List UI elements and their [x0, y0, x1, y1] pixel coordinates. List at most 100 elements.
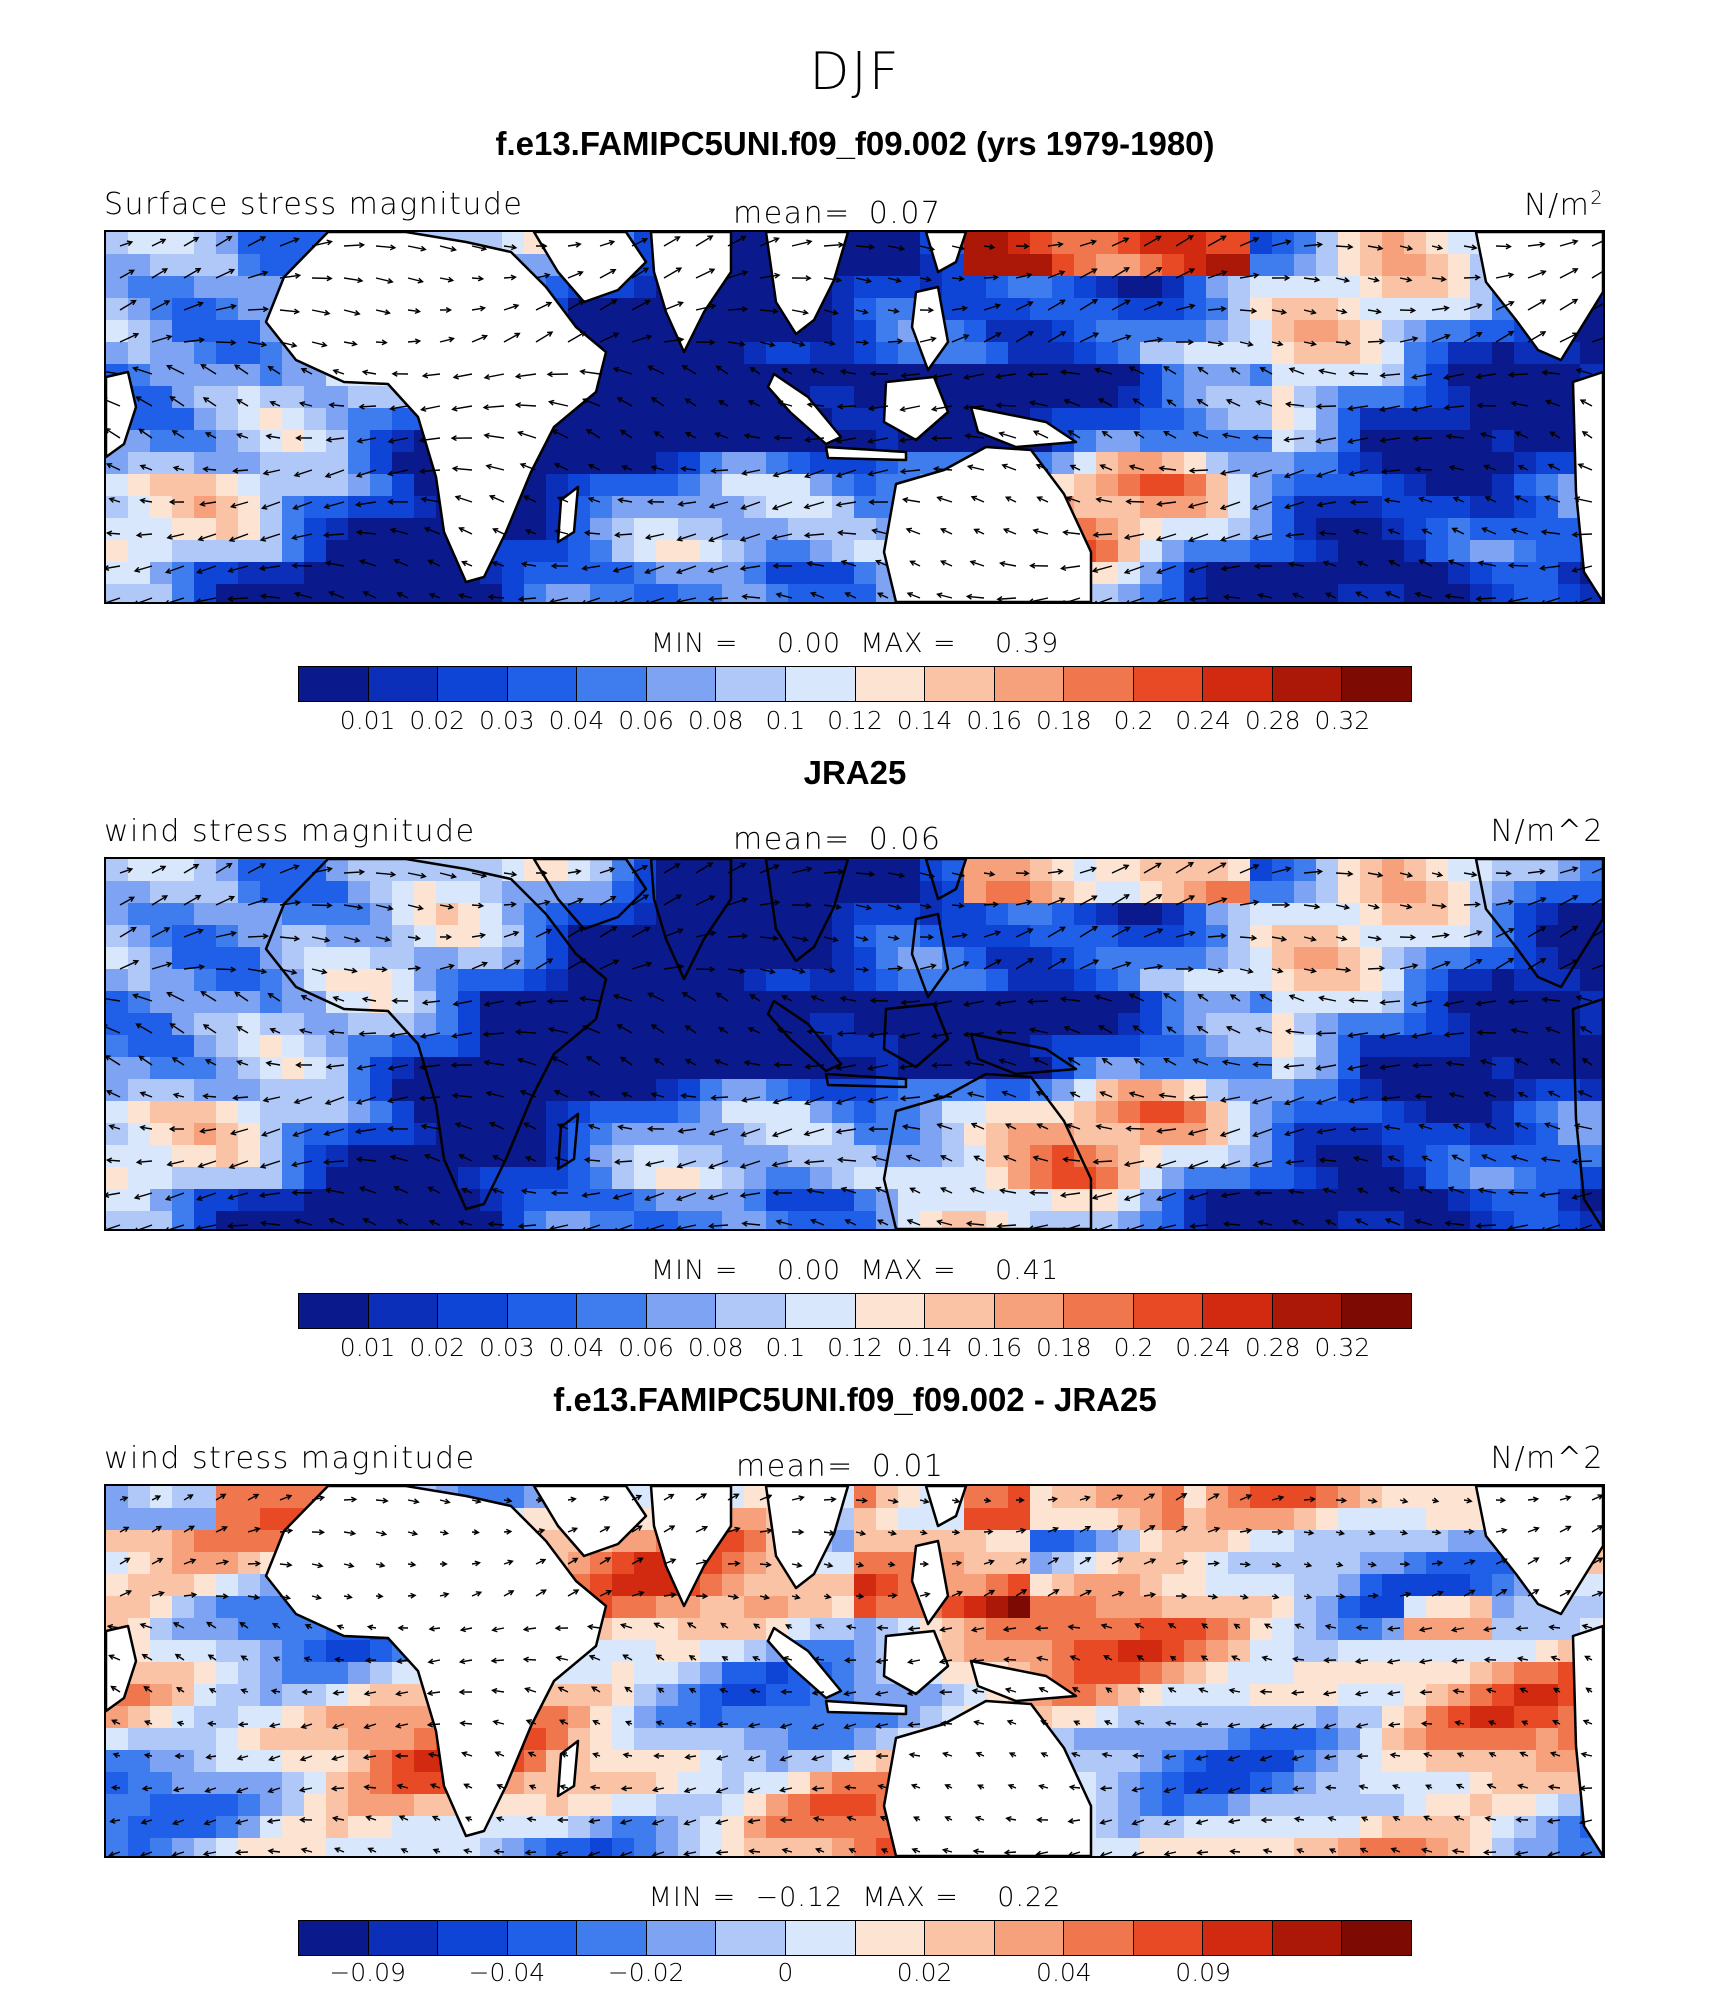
colorbar-swatch	[716, 667, 786, 701]
panel-1-variable-label: Surface stress magnitude	[104, 187, 523, 222]
panel-3-min-value: −0.12	[755, 1882, 843, 1913]
colorbar-tick-label: 0.04	[549, 706, 605, 735]
season-title: DJF	[0, 42, 1710, 102]
colorbar-swatch	[786, 1294, 856, 1328]
panel-3-max-label: MAX =	[862, 1882, 958, 1913]
panel-3-mean-label: mean=	[736, 1449, 854, 1484]
colorbar-tick-label: 0.2	[1114, 706, 1154, 735]
colorbar-swatch	[856, 1294, 926, 1328]
colorbar-tick-label: 0.14	[897, 706, 953, 735]
colorbar-tick-label: 0.32	[1315, 1333, 1371, 1362]
panel-3-map	[104, 1484, 1605, 1858]
panel-3-mean: mean= 0.01	[736, 1449, 963, 1484]
colorbar-swatch	[369, 667, 439, 701]
colorbar-tick-label: 0.03	[479, 1333, 535, 1362]
colorbar-swatch	[856, 667, 926, 701]
panel-3-minmax: MIN = −0.12 MAX = 0.22	[0, 1882, 1710, 1913]
panel-1-colorbar	[298, 666, 1412, 702]
colorbar-swatch	[508, 1294, 578, 1328]
colorbar-tick-label: 0.28	[1245, 1333, 1301, 1362]
colorbar-swatch	[1342, 1921, 1411, 1955]
colorbar-tick-label: 0.08	[688, 706, 744, 735]
colorbar-swatch	[1342, 1294, 1411, 1328]
colorbar-swatch	[1342, 667, 1411, 701]
panel-3-variable-label: wind stress magnitude	[104, 1441, 476, 1476]
colorbar-tick-label: 0.16	[966, 1333, 1022, 1362]
colorbar-tick-label: 0.2	[1114, 1333, 1154, 1362]
panel-2-map-plot	[106, 859, 1603, 1229]
colorbar-tick-label: 0.1	[765, 706, 805, 735]
panel-3-min-label: MIN =	[649, 1882, 737, 1913]
colorbar-swatch	[577, 1921, 647, 1955]
colorbar-tick-label: 0.1	[765, 1333, 805, 1362]
colorbar-swatch	[1064, 1294, 1134, 1328]
colorbar-swatch	[1064, 667, 1134, 701]
colorbar-tick-label: 0.02	[897, 1958, 953, 1987]
colorbar-swatch	[925, 667, 995, 701]
panel-2-minmax: MIN = 0.00 MAX = 0.41	[0, 1255, 1710, 1286]
panel-1-units: N/m2	[1524, 187, 1604, 223]
panel-2-mean: mean=0.06	[733, 822, 960, 857]
panel-1-units-sup: 2	[1590, 187, 1604, 209]
stress-field	[106, 859, 1603, 1229]
panel-3-colorbar	[298, 1920, 1412, 1956]
panel-1-mean: mean=0.07	[733, 196, 960, 231]
panel-2-variable-label: wind stress magnitude	[104, 814, 476, 849]
colorbar-swatch	[438, 1294, 508, 1328]
colorbar-swatch	[508, 1921, 578, 1955]
colorbar-swatch	[856, 1921, 926, 1955]
panel-2-max-value: 0.41	[995, 1255, 1059, 1286]
colorbar-swatch	[647, 1921, 717, 1955]
panel-1-mean-label: mean=	[733, 196, 851, 231]
panel-2-max-label: MAX =	[860, 1255, 956, 1286]
colorbar-swatch	[995, 1921, 1065, 1955]
colorbar-swatch	[299, 667, 369, 701]
colorbar-swatch	[1134, 1921, 1204, 1955]
panel-3-mean-value: 0.01	[872, 1449, 945, 1484]
panel-2-mean-label: mean=	[733, 822, 851, 857]
colorbar-tick-label: 0.24	[1175, 1333, 1231, 1362]
panel-3-max-value: 0.22	[997, 1882, 1061, 1913]
colorbar-tick-label: 0.02	[409, 706, 465, 735]
colorbar-swatch	[577, 1294, 647, 1328]
colorbar-tick-label: 0.12	[827, 706, 883, 735]
panel-3-title: f.e13.FAMIPC5UNI.f09_f09.002 - JRA25	[0, 1381, 1710, 1419]
colorbar-swatch	[1064, 1921, 1134, 1955]
colorbar-swatch	[925, 1921, 995, 1955]
colorbar-swatch	[438, 667, 508, 701]
colorbar-swatch	[1203, 1921, 1273, 1955]
panel-3-map-plot	[106, 1486, 1603, 1856]
colorbar-swatch	[1134, 1294, 1204, 1328]
colorbar-swatch	[1273, 1921, 1343, 1955]
colorbar-swatch	[786, 1921, 856, 1955]
colorbar-swatch	[995, 1294, 1065, 1328]
colorbar-swatch	[299, 1921, 369, 1955]
colorbar-swatch	[1273, 1294, 1343, 1328]
panel-2-min-label: MIN =	[651, 1255, 739, 1286]
colorbar-tick-label: 0.01	[340, 706, 396, 735]
panel-1-map	[104, 230, 1605, 604]
colorbar-tick-label: 0.32	[1315, 706, 1371, 735]
colorbar-tick-label: 0.06	[618, 706, 674, 735]
colorbar-tick-label: −0.02	[608, 1958, 685, 1987]
colorbar-swatch	[577, 667, 647, 701]
colorbar-swatch	[508, 667, 578, 701]
colorbar-tick-label: 0.14	[897, 1333, 953, 1362]
colorbar-swatch	[716, 1294, 786, 1328]
colorbar-swatch	[995, 667, 1065, 701]
panel-2-colorbar	[298, 1293, 1412, 1329]
colorbar-swatch	[299, 1294, 369, 1328]
colorbar-swatch	[1203, 667, 1273, 701]
panel-1-title: f.e13.FAMIPC5UNI.f09_f09.002 (yrs 1979-1…	[0, 125, 1710, 163]
panel-2-map	[104, 857, 1605, 1231]
colorbar-tick-label: 0.03	[479, 706, 535, 735]
colorbar-tick-label: 0.04	[549, 1333, 605, 1362]
colorbar-swatch	[1134, 667, 1204, 701]
panel-2-units: N/m^2	[1491, 814, 1605, 849]
panel-1-minmax: MIN = 0.00 MAX = 0.39	[0, 628, 1710, 659]
colorbar-swatch	[1273, 667, 1343, 701]
colorbar-swatch	[786, 667, 856, 701]
panel-2-min-value: 0.00	[777, 1255, 841, 1286]
